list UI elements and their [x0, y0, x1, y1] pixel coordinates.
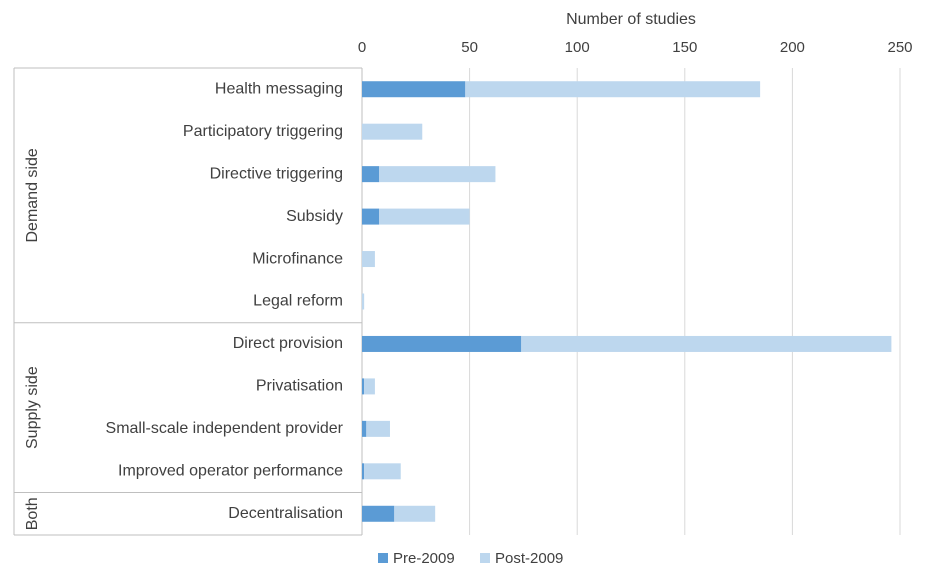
bar-segment — [362, 378, 365, 395]
bar-segment — [362, 335, 522, 352]
x-axis-title: Number of studies — [566, 11, 696, 28]
legend-swatch — [378, 553, 388, 563]
group-label: Demand side — [24, 148, 41, 242]
bar-segment — [366, 420, 390, 437]
bar-segment — [362, 166, 380, 183]
x-tick-label: 0 — [358, 39, 366, 56]
legend-swatch — [480, 553, 490, 563]
group-labels: Demand side Supply side Both — [24, 148, 41, 530]
bar-segment — [362, 81, 466, 98]
x-tick-label: 150 — [672, 39, 697, 56]
bar-segment — [364, 378, 375, 395]
legend: Pre-2009 Post-2009 — [378, 550, 563, 567]
bars — [362, 81, 892, 522]
category-label: Subsidy — [286, 208, 343, 225]
bar-segment — [379, 208, 470, 225]
category-label: Direct provision — [233, 335, 343, 352]
category-labels: Health messaging Participatory triggering… — [106, 80, 344, 522]
bar-segment — [362, 208, 380, 225]
legend-label: Pre-2009 — [393, 550, 455, 567]
x-tick-label: 100 — [565, 39, 590, 56]
category-label: Small-scale independent provider — [106, 420, 344, 437]
category-label: Microfinance — [252, 250, 343, 267]
category-label: Privatisation — [256, 378, 343, 395]
bar-segment — [379, 166, 496, 183]
bar-segment — [362, 420, 367, 437]
x-tick-label: 50 — [461, 39, 478, 56]
bar-segment — [362, 123, 423, 140]
category-label: Health messaging — [215, 80, 343, 97]
bar-segment — [362, 463, 365, 480]
bar-segment — [394, 505, 436, 522]
category-label: Decentralisation — [228, 505, 343, 522]
bar-segment — [364, 463, 401, 480]
bar-segment — [362, 505, 395, 522]
x-tick-label: 250 — [887, 39, 912, 56]
bar-segment — [362, 293, 365, 310]
category-label: Directive triggering — [210, 165, 343, 182]
bar-segment — [521, 335, 892, 352]
category-label: Improved operator performance — [118, 463, 343, 480]
x-tick-label: 200 — [780, 39, 805, 56]
category-label: Participatory triggering — [183, 123, 343, 140]
gridlines — [469, 68, 901, 535]
group-label: Both — [24, 497, 41, 530]
bar-segment — [362, 251, 375, 268]
category-label: Legal reform — [253, 293, 343, 310]
group-label: Supply side — [24, 366, 41, 449]
x-axis-ticks: 0 50 100 150 200 250 — [358, 39, 913, 56]
legend-label: Post-2009 — [495, 550, 563, 567]
bar-segment — [465, 81, 761, 98]
